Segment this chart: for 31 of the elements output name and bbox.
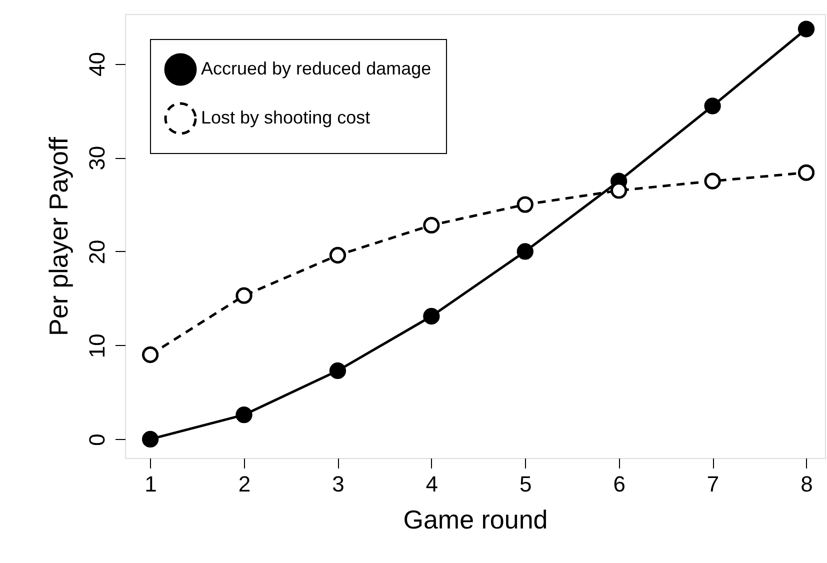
y-tick-label: 30 (84, 146, 110, 170)
point (798, 164, 815, 181)
point (798, 20, 815, 38)
x-tick-label: 1 (144, 472, 157, 496)
point (142, 346, 159, 364)
point (329, 246, 346, 264)
point (516, 196, 534, 213)
x-tick-label: 8 (800, 472, 813, 496)
point (704, 172, 721, 190)
y-tick-label: 0 (84, 434, 110, 446)
y-tick-label: 20 (84, 240, 110, 264)
y-tick-label: 10 (84, 334, 110, 358)
legend-label: Accrued by reduced damage (201, 58, 432, 78)
y-tick-label: 40 (84, 52, 110, 76)
point (423, 308, 440, 325)
point (236, 287, 252, 304)
x-tick-label: 2 (238, 472, 251, 496)
point (142, 430, 159, 448)
x-tick-label: 7 (706, 472, 720, 496)
legend-label: Lost by shooting cost (201, 108, 370, 128)
x-tick-label: 6 (613, 472, 626, 496)
y-axis-title: Per player Payoff (44, 136, 74, 336)
point (516, 243, 534, 260)
point (329, 362, 346, 380)
x-tick-label: 5 (520, 472, 532, 496)
x-tick-label: 3 (332, 472, 344, 496)
point (704, 98, 721, 114)
point (423, 216, 440, 234)
point (236, 406, 252, 424)
x-axis-title: Game round (403, 504, 548, 534)
x-tick-label: 4 (426, 472, 438, 496)
